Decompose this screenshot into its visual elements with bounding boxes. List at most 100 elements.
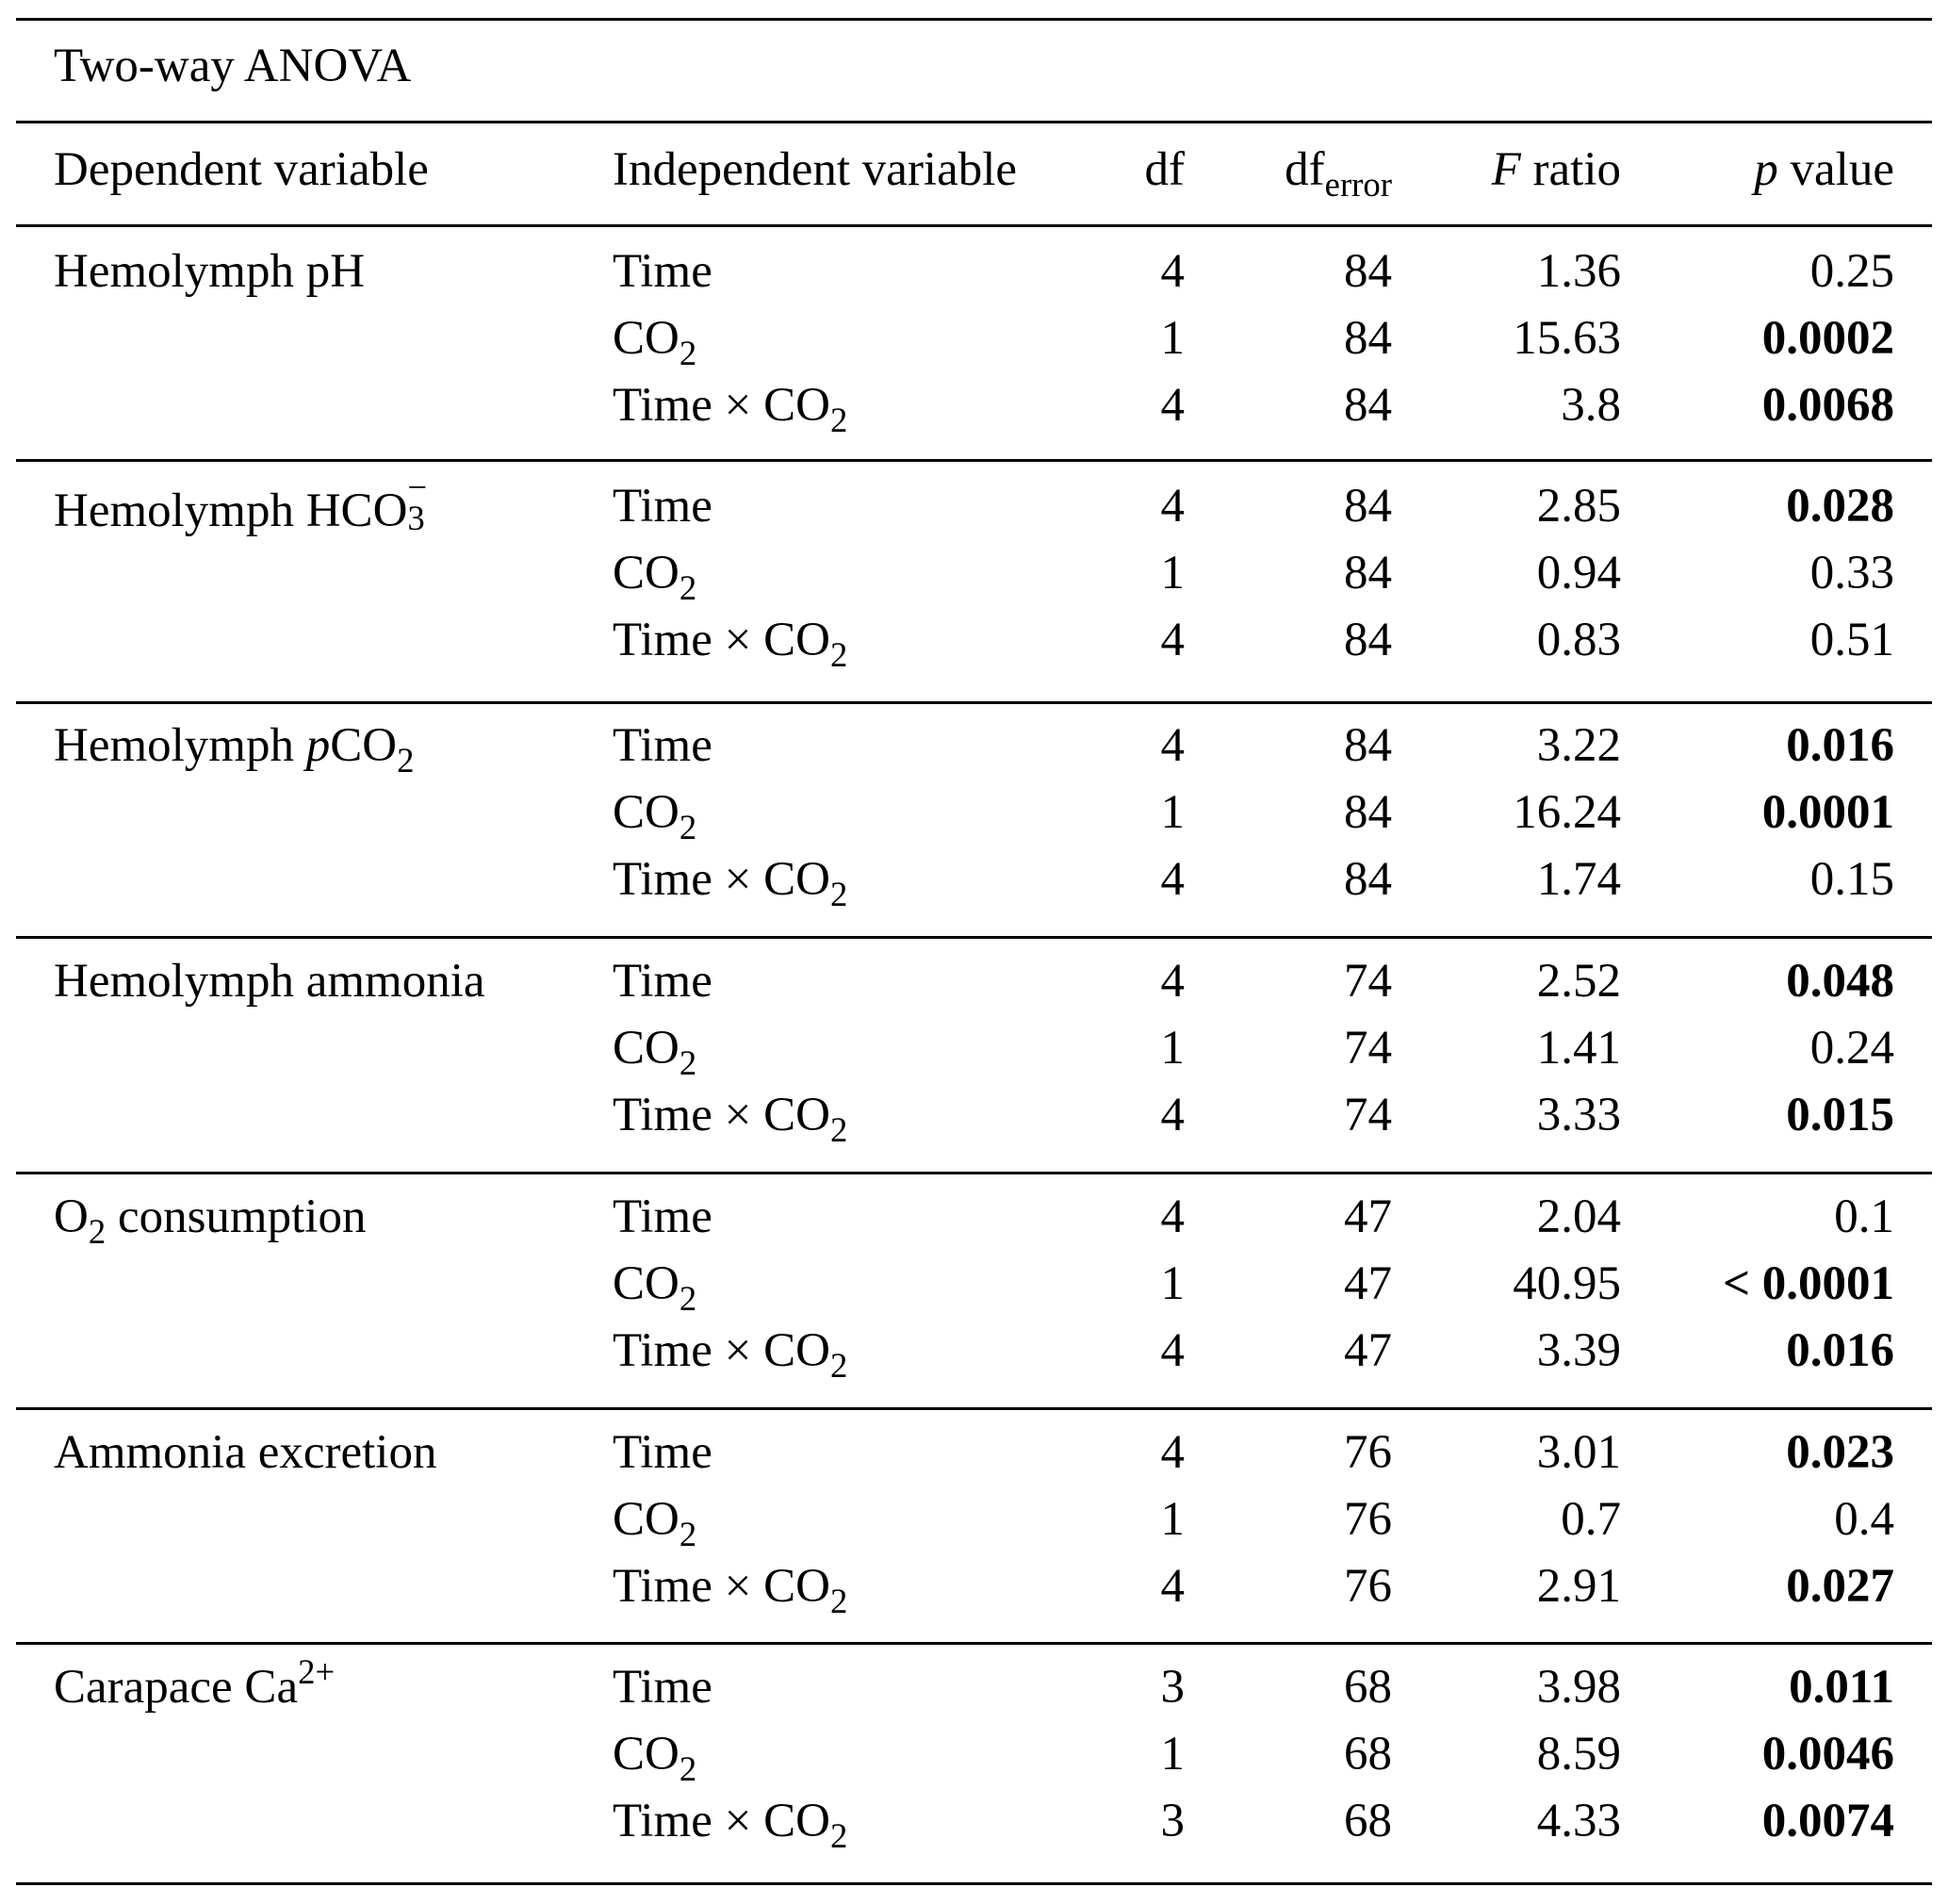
f-ratio-value: 1.41 xyxy=(1536,1022,1621,1075)
independent-variable: Time × CO2 xyxy=(613,379,848,439)
independent-variable: CO2 xyxy=(613,547,697,607)
f-ratio-value: 3.33 xyxy=(1536,1089,1621,1141)
top-rule xyxy=(16,18,1932,21)
p-value: 0.0001 xyxy=(1761,786,1894,839)
p-value: 0.51 xyxy=(1809,614,1894,666)
df-error-main: df xyxy=(1285,143,1325,196)
p-value: 0.028 xyxy=(1786,480,1894,533)
title-rule xyxy=(16,121,1932,123)
df-value: 1 xyxy=(1160,1257,1186,1310)
p-value: 0.25 xyxy=(1809,245,1894,298)
p-value: 0.027 xyxy=(1786,1560,1894,1613)
df-value: 4 xyxy=(1160,614,1186,666)
f-ratio-value: 2.04 xyxy=(1536,1190,1621,1243)
p-value: 0.016 xyxy=(1786,719,1894,772)
dep-sub: 2 xyxy=(88,1211,106,1251)
header-rule xyxy=(16,224,1932,227)
f-ratio-value: 3.8 xyxy=(1561,379,1621,432)
f-ratio-value: 3.39 xyxy=(1536,1324,1621,1377)
f-ratio-value: 2.91 xyxy=(1536,1560,1621,1613)
dep-supsub: −3 xyxy=(407,467,428,537)
col-header-dependent: Dependent variable xyxy=(54,143,429,196)
independent-variable: Time × CO2 xyxy=(613,1089,848,1149)
df-value: 4 xyxy=(1160,853,1186,906)
independent-variable: Time × CO2 xyxy=(613,1324,848,1385)
col-header-df-error: dferror xyxy=(1285,141,1392,202)
dep-text: Hemolymph ammonia xyxy=(54,955,485,1008)
df-error-value: 68 xyxy=(1344,1795,1392,1847)
f-ratio-value: 0.83 xyxy=(1536,614,1621,666)
p-value: 0.011 xyxy=(1789,1661,1894,1714)
dep-post: CO xyxy=(330,719,398,772)
dep-text: Ammonia excretion xyxy=(54,1426,437,1479)
table-title: Two-way ANOVA xyxy=(54,40,412,92)
f-ratio-value: 0.94 xyxy=(1536,547,1621,599)
df-error-value: 84 xyxy=(1344,786,1392,839)
df-error-value: 84 xyxy=(1344,379,1392,432)
df-value: 1 xyxy=(1160,1728,1186,1781)
df-error-value: 76 xyxy=(1344,1426,1392,1479)
df-value: 4 xyxy=(1160,245,1186,298)
group-separator-rule xyxy=(16,701,1932,704)
dependent-variable-label: Hemolymph ammonia xyxy=(54,953,485,1009)
dependent-variable-label: Hemolymph pCO2 xyxy=(54,717,414,778)
independent-variable: Time xyxy=(613,955,712,1008)
p-value: 0.0002 xyxy=(1761,312,1894,365)
p-value: 0.016 xyxy=(1786,1324,1894,1377)
independent-variable: Time xyxy=(613,1661,712,1714)
df-value: 3 xyxy=(1160,1661,1186,1714)
f-rest: ratio xyxy=(1520,143,1621,196)
f-ratio-value: 2.52 xyxy=(1536,955,1621,1008)
p-value: 0.0046 xyxy=(1761,1728,1894,1781)
df-error-value: 47 xyxy=(1344,1190,1392,1243)
p-value: 0.33 xyxy=(1809,547,1894,599)
col-header-df: df xyxy=(1144,143,1185,196)
df-value: 4 xyxy=(1160,1324,1186,1377)
independent-variable: CO2 xyxy=(613,312,697,372)
df-error-value: 84 xyxy=(1344,547,1392,599)
df-error-value: 84 xyxy=(1344,312,1392,365)
dep-sub: 2 xyxy=(397,740,415,780)
f-ratio-value: 1.36 xyxy=(1536,245,1621,298)
df-error-value: 74 xyxy=(1344,1089,1392,1141)
df-value: 4 xyxy=(1160,1426,1186,1479)
df-error-value: 68 xyxy=(1344,1728,1392,1781)
group-separator-rule xyxy=(16,459,1932,462)
independent-variable: Time xyxy=(613,719,712,772)
df-value: 4 xyxy=(1160,1089,1186,1141)
dependent-variable-label: Ammonia excretion xyxy=(54,1424,436,1481)
dependent-variable-label: Hemolymph pH xyxy=(54,243,365,300)
f-ratio-value: 0.7 xyxy=(1561,1493,1621,1546)
dep-text: Carapace Ca xyxy=(54,1661,299,1714)
col-header-f-ratio: F ratio xyxy=(1492,141,1621,198)
f-ratio-value: 3.98 xyxy=(1536,1661,1621,1714)
df-value: 1 xyxy=(1160,786,1186,839)
f-ratio-value: 16.24 xyxy=(1513,786,1621,839)
dep-text: Hemolymph xyxy=(54,719,306,772)
f-ratio-value: 4.33 xyxy=(1536,1795,1621,1847)
df-error-value: 47 xyxy=(1344,1324,1392,1377)
independent-variable: CO2 xyxy=(613,1022,697,1082)
p-value: 0.048 xyxy=(1786,955,1894,1008)
df-error-value: 84 xyxy=(1344,614,1392,666)
df-error-value: 76 xyxy=(1344,1560,1392,1613)
independent-variable: Time × CO2 xyxy=(613,1560,848,1620)
p-value: 0.15 xyxy=(1809,853,1894,906)
dep-post: consumption xyxy=(106,1190,367,1243)
f-italic: F xyxy=(1491,143,1521,196)
df-error-value: 84 xyxy=(1344,480,1392,533)
bottom-rule xyxy=(16,1882,1932,1885)
dependent-variable-label: O2 consumption xyxy=(54,1189,367,1249)
independent-variable: Time × CO2 xyxy=(613,614,848,674)
df-value: 3 xyxy=(1160,1795,1186,1847)
df-error-value: 76 xyxy=(1344,1493,1392,1546)
df-value: 4 xyxy=(1160,480,1186,533)
df-value: 4 xyxy=(1160,1190,1186,1243)
df-value: 4 xyxy=(1160,719,1186,772)
f-ratio-value: 3.01 xyxy=(1536,1426,1621,1479)
independent-variable: Time xyxy=(613,480,712,533)
dependent-variable-label: Hemolymph HCO −3 xyxy=(54,467,432,539)
dependent-variable-label: Carapace Ca2+ xyxy=(54,1654,335,1715)
dep-text: Hemolymph HCO xyxy=(54,484,408,537)
f-ratio-value: 3.22 xyxy=(1536,719,1621,772)
